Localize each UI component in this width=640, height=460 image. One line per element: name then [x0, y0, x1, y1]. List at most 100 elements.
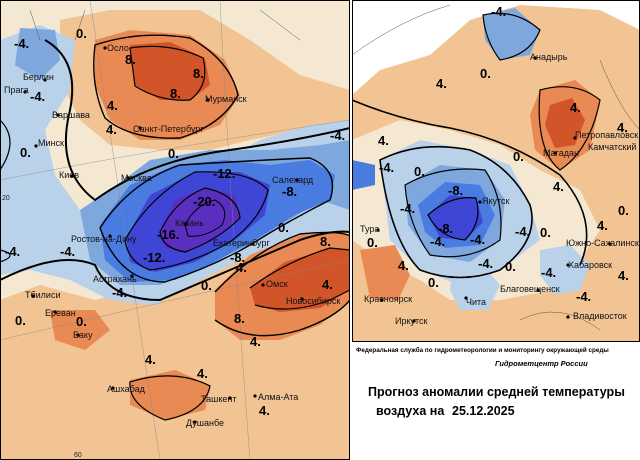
isoline-value: 8. — [125, 52, 136, 67]
organization-name: Федеральная служба по гидрометеорологии … — [356, 346, 609, 354]
isoline-value: -4. — [470, 232, 485, 247]
isoline-value: -4. — [14, 36, 29, 51]
graticule — [0, 0, 350, 460]
isoline-minus-8 — [99, 157, 334, 283]
magadan-warm-core — [545, 98, 585, 148]
west-edge-cold-zone — [352, 160, 375, 190]
central-asia-warm-zone — [130, 370, 210, 420]
city-label: Хабаровск — [568, 260, 612, 270]
isoline-value: 0. — [168, 146, 179, 161]
city-label: Варшава — [52, 110, 90, 120]
east-isoline-chukotka — [482, 12, 541, 61]
isoline-value: 0. — [505, 259, 516, 274]
city-label: Осло — [107, 43, 129, 53]
baltic-cool-zone — [15, 28, 60, 80]
isoline-value: -4. — [30, 89, 45, 104]
city-label: Ташкент — [201, 394, 236, 404]
isoline-value: 0. — [618, 203, 629, 218]
isoline-value: -4. — [478, 256, 493, 271]
city-label: Екатеринбург — [213, 238, 270, 248]
forecast-date: 25.12.2025 — [452, 404, 515, 418]
isoline-value: -4. — [430, 234, 445, 249]
coastline — [29, 9, 301, 41]
isoline-value: -4. — [330, 128, 345, 143]
isoline-value: 0. — [76, 26, 87, 41]
city-label: Ростов-на-Дону — [71, 234, 137, 244]
isoline-value: 0. — [76, 314, 87, 329]
city-label: Иркутск — [395, 316, 428, 326]
isoline-value: 0. — [367, 235, 378, 250]
isoline-value: 4. — [617, 120, 628, 135]
east-city-markers — [376, 56, 612, 323]
isoline-value: -16. — [157, 227, 179, 242]
isoline-value: -8. — [438, 221, 453, 236]
khabarovsk-cool-zone — [540, 245, 590, 295]
city-label: Салехард — [272, 175, 314, 185]
graticule-label: 60 — [74, 452, 82, 459]
city-label: Омск — [266, 279, 288, 289]
isoline-value: 0. — [414, 164, 425, 179]
isoline-value: 0. — [540, 225, 551, 240]
isoline-value: 8. — [320, 234, 331, 249]
isoline-value: 0. — [428, 275, 439, 290]
isoline-value: -4. — [576, 289, 591, 304]
isoline-value: 4. — [570, 100, 581, 115]
city-label: Прага — [4, 85, 29, 95]
isoline-value: 4. — [106, 122, 117, 137]
graticule-label: 20 — [2, 195, 10, 202]
map-title-prefix: воздуха на — [376, 404, 445, 418]
isoline-value: 4. — [197, 366, 208, 381]
city-label: Петропавловск — [575, 130, 638, 140]
isoline-value: -20. — [193, 194, 215, 209]
city-label: Астрахань — [93, 274, 137, 284]
isoline-plus-8-north — [129, 45, 206, 101]
east-isoline-minus-4 — [404, 168, 502, 258]
siberia-warm-core — [250, 248, 350, 312]
city-label: Якутск — [482, 196, 510, 206]
city-label: Баку — [73, 330, 93, 340]
isoline-value: 4. — [597, 218, 608, 233]
isoline-value: -4. — [112, 285, 127, 300]
city-label: Санкт-Петербург — [133, 124, 204, 134]
isoline-value: -4. — [5, 244, 20, 259]
east-isoline-minus-8 — [427, 197, 479, 241]
city-label: Ереван — [45, 308, 76, 318]
city-label: Магадан — [543, 148, 579, 158]
isoline-minus-20 — [184, 199, 226, 237]
city-label: Москва — [121, 173, 152, 183]
isoline-value: 0. — [20, 145, 31, 160]
isoline-value: -4. — [515, 224, 530, 239]
west-city-markers — [23, 46, 304, 424]
isoline-value: 4. — [107, 98, 118, 113]
isoline-minus-16 — [159, 187, 241, 253]
city-label: Новосибирск — [286, 296, 340, 306]
isoline-value: -4. — [60, 244, 75, 259]
isoline-value: 4. — [236, 260, 247, 275]
city-label: Южно-Сахалинск — [566, 238, 639, 248]
caspian-warm-zone — [50, 310, 110, 350]
city-label: Благовещенск — [500, 284, 560, 294]
isoline-value: 4. — [436, 76, 447, 91]
scandinavia-warm-core — [130, 42, 210, 100]
city-label: Анадырь — [530, 52, 568, 62]
isoline-west-edge — [0, 119, 11, 263]
city-label: Киев — [59, 170, 79, 180]
isoline-value: -12. — [213, 166, 235, 181]
city-label: Ашхабад — [107, 384, 146, 394]
hydromet-center-name: Гидрометцентр России — [495, 359, 588, 368]
isoline-zero-south — [0, 230, 350, 302]
isoline-minus-12 — [124, 171, 269, 271]
isoline-value: -4. — [379, 160, 394, 175]
isoline-value: -4. — [541, 265, 556, 280]
city-label: Казань — [175, 218, 204, 228]
krasnoyarsk-warm-zone — [360, 245, 410, 300]
isoline-value: -8. — [230, 250, 245, 265]
city-label: Красноярск — [364, 294, 412, 304]
city-label: Мурманск — [205, 94, 247, 104]
info-box — [352, 342, 640, 460]
city-label: Тура — [360, 224, 379, 234]
west-map: Осло Берлин Прага Варшава Минск Санкт-Пе… — [0, 0, 350, 460]
city-label: Камчатский — [588, 142, 636, 152]
